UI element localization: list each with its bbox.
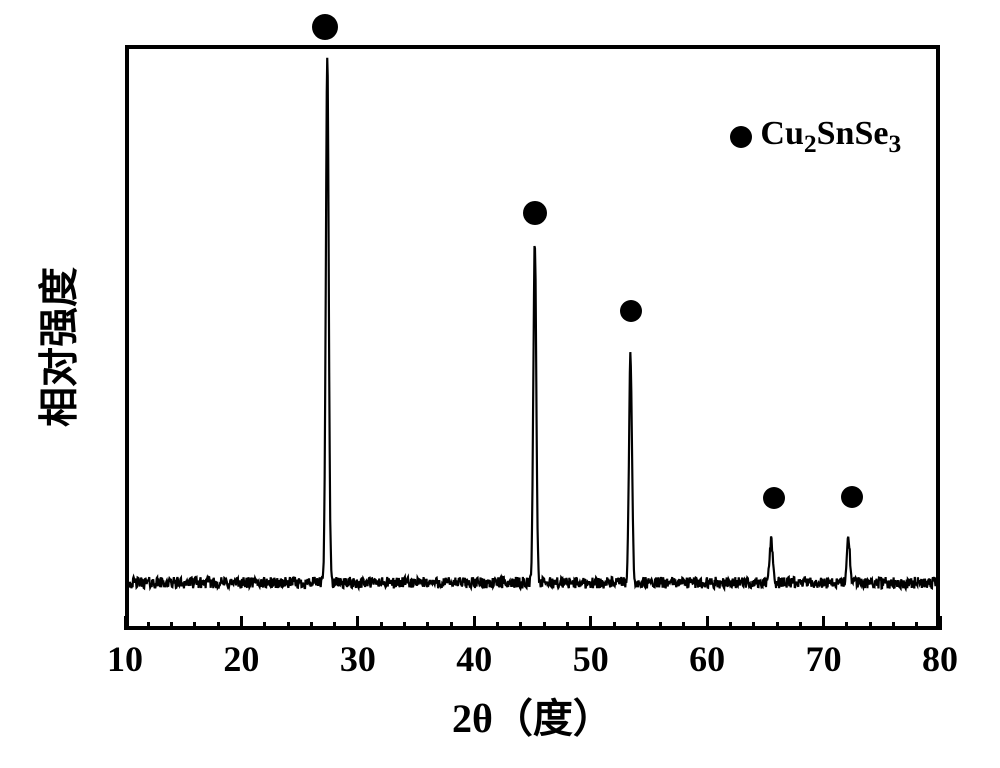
x-tick-major: [124, 616, 127, 630]
x-tick-minor: [845, 622, 848, 630]
x-tick-minor: [287, 622, 290, 630]
x-tick-minor: [403, 622, 406, 630]
x-tick-minor: [333, 622, 336, 630]
x-tick-minor: [776, 622, 779, 630]
x-tick-minor: [263, 622, 266, 630]
peak-marker-icon: [620, 300, 642, 322]
x-tick-minor: [659, 622, 662, 630]
x-tick-label: 80: [922, 638, 958, 680]
figure-container: 10 20 30 40 50 60 70 80 相对强度 2θ（度） Cu2SnSe3: [0, 0, 1000, 768]
x-tick-minor: [310, 622, 313, 630]
x-tick-minor: [636, 622, 639, 630]
legend: Cu2SnSe3: [730, 115, 901, 159]
x-tick-minor: [170, 622, 173, 630]
x-tick-minor: [496, 622, 499, 630]
x-tick-major: [589, 616, 592, 630]
x-tick-minor: [450, 622, 453, 630]
x-tick-minor: [682, 622, 685, 630]
peak-marker-icon: [523, 201, 547, 225]
x-tick-minor: [566, 622, 569, 630]
x-tick-minor: [752, 622, 755, 630]
x-tick-minor: [799, 622, 802, 630]
peak-marker-icon: [312, 14, 338, 40]
x-tick-minor: [380, 622, 383, 630]
x-tick-major: [706, 616, 709, 630]
y-axis-label: 相对强度: [26, 54, 84, 639]
x-tick-major: [822, 616, 825, 630]
x-tick-label: 30: [340, 638, 376, 680]
peak-marker-icon: [841, 486, 863, 508]
x-tick-minor: [892, 622, 895, 630]
legend-marker-icon: [730, 126, 752, 148]
x-tick-major: [356, 616, 359, 630]
x-tick-label: 20: [223, 638, 259, 680]
legend-text: Cu2SnSe3: [760, 115, 901, 159]
x-axis-label: 2θ（度）: [125, 686, 940, 744]
x-tick-minor: [426, 622, 429, 630]
x-tick-major: [939, 616, 942, 630]
x-tick-label: 50: [573, 638, 609, 680]
x-tick-label: 10: [107, 638, 143, 680]
peak-marker-icon: [763, 487, 785, 509]
x-tick-label: 60: [689, 638, 725, 680]
x-tick-major: [240, 616, 243, 630]
x-tick-minor: [193, 622, 196, 630]
x-tick-minor: [543, 622, 546, 630]
x-tick-minor: [147, 622, 150, 630]
x-tick-minor: [519, 622, 522, 630]
x-tick-minor: [613, 622, 616, 630]
x-tick-minor: [869, 622, 872, 630]
x-tick-label: 40: [456, 638, 492, 680]
x-tick-minor: [217, 622, 220, 630]
x-tick-minor: [915, 622, 918, 630]
x-tick-major: [473, 616, 476, 630]
x-tick-label: 70: [806, 638, 842, 680]
x-tick-minor: [729, 622, 732, 630]
